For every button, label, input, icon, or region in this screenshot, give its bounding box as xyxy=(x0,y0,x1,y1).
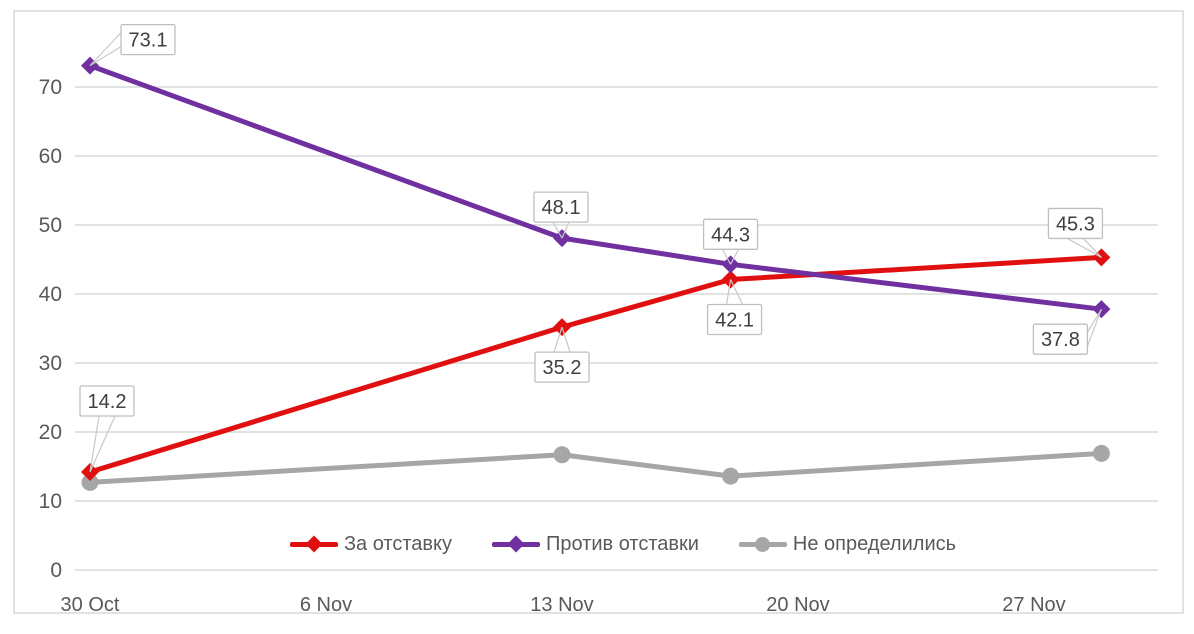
series-marker-circle xyxy=(722,467,740,485)
data-label-box xyxy=(533,191,589,223)
label-leader xyxy=(1086,308,1102,347)
x-tick-label: 20 Nov xyxy=(766,594,829,616)
data-label-value: 48.1 xyxy=(542,197,581,219)
legend-marker-gray-circle-icon xyxy=(738,535,787,553)
label-leader xyxy=(553,326,563,353)
y-tick-label: 40 xyxy=(39,283,62,306)
legend-item-ne-opredelilis: Не определились xyxy=(738,532,957,556)
data-label-box xyxy=(1032,323,1089,355)
y-tick-label: 0 xyxy=(50,559,62,582)
data-label-value: 73.1 xyxy=(129,30,168,52)
series-marker-circle xyxy=(553,446,571,464)
label-leader xyxy=(89,415,100,473)
y-tick-label: 60 xyxy=(39,145,62,168)
label-leader xyxy=(89,46,122,67)
y-tick-label: 70 xyxy=(39,76,62,99)
label-leader xyxy=(730,249,740,265)
data-label-value: 35.2 xyxy=(543,357,582,379)
data-label-value: 42.1 xyxy=(715,310,754,332)
label-leader xyxy=(722,249,732,265)
data-label-box xyxy=(706,303,763,336)
label-leader xyxy=(1086,308,1102,333)
label-leader xyxy=(89,415,116,473)
x-tick-label: 27 Nov xyxy=(1002,594,1065,616)
series-marker-circle xyxy=(1092,444,1110,462)
data-label-value: 44.3 xyxy=(711,224,750,246)
series-line-0 xyxy=(87,254,1104,475)
x-tick-label: 13 Nov xyxy=(530,594,593,616)
y-tick-label: 20 xyxy=(39,421,62,444)
data-label-value: 45.3 xyxy=(1056,213,1095,235)
label-leader xyxy=(1067,237,1102,258)
label-leader xyxy=(561,326,571,353)
x-tick-label: 30 Oct xyxy=(61,594,120,616)
data-label-value: 14.2 xyxy=(88,391,127,413)
legend-label-protiv-otstavki: Против отставки xyxy=(546,532,699,555)
legend-label-ne-opredelilis: Не определились xyxy=(792,532,957,555)
data-label-box xyxy=(120,23,176,56)
legend-marker-purple-diamond-icon xyxy=(492,535,540,553)
legend-item-za-otstavku: За отставку xyxy=(289,532,452,556)
data-label-box xyxy=(534,351,590,383)
label-leader xyxy=(561,221,570,239)
chart-frame xyxy=(13,10,1184,614)
y-tick-label: 50 xyxy=(39,214,62,237)
legend-label-za-otstavku: За отставку xyxy=(343,532,452,555)
label-leader xyxy=(89,32,122,67)
x-tick-label: 6 Nov xyxy=(300,594,352,616)
label-leader xyxy=(552,221,563,239)
data-label-box xyxy=(79,385,135,417)
label-leader xyxy=(1082,238,1102,258)
series-marker-circle xyxy=(81,473,99,491)
data-label-box xyxy=(1047,207,1104,240)
series-line-1 xyxy=(87,63,1104,312)
label-leader xyxy=(725,279,732,305)
legend-item-protiv-otstavki: Против отставки xyxy=(492,533,699,556)
data-label-value: 37.8 xyxy=(1041,329,1080,351)
label-leader xyxy=(730,279,744,305)
legend: За отставку Против отставки Не определил… xyxy=(26,527,1194,561)
y-tick-label: 10 xyxy=(39,490,62,513)
series-line-2 xyxy=(87,450,1104,485)
legend-marker-red-diamond-icon xyxy=(289,535,338,553)
y-tick-label: 30 xyxy=(39,352,62,375)
data-label-box xyxy=(702,218,759,250)
